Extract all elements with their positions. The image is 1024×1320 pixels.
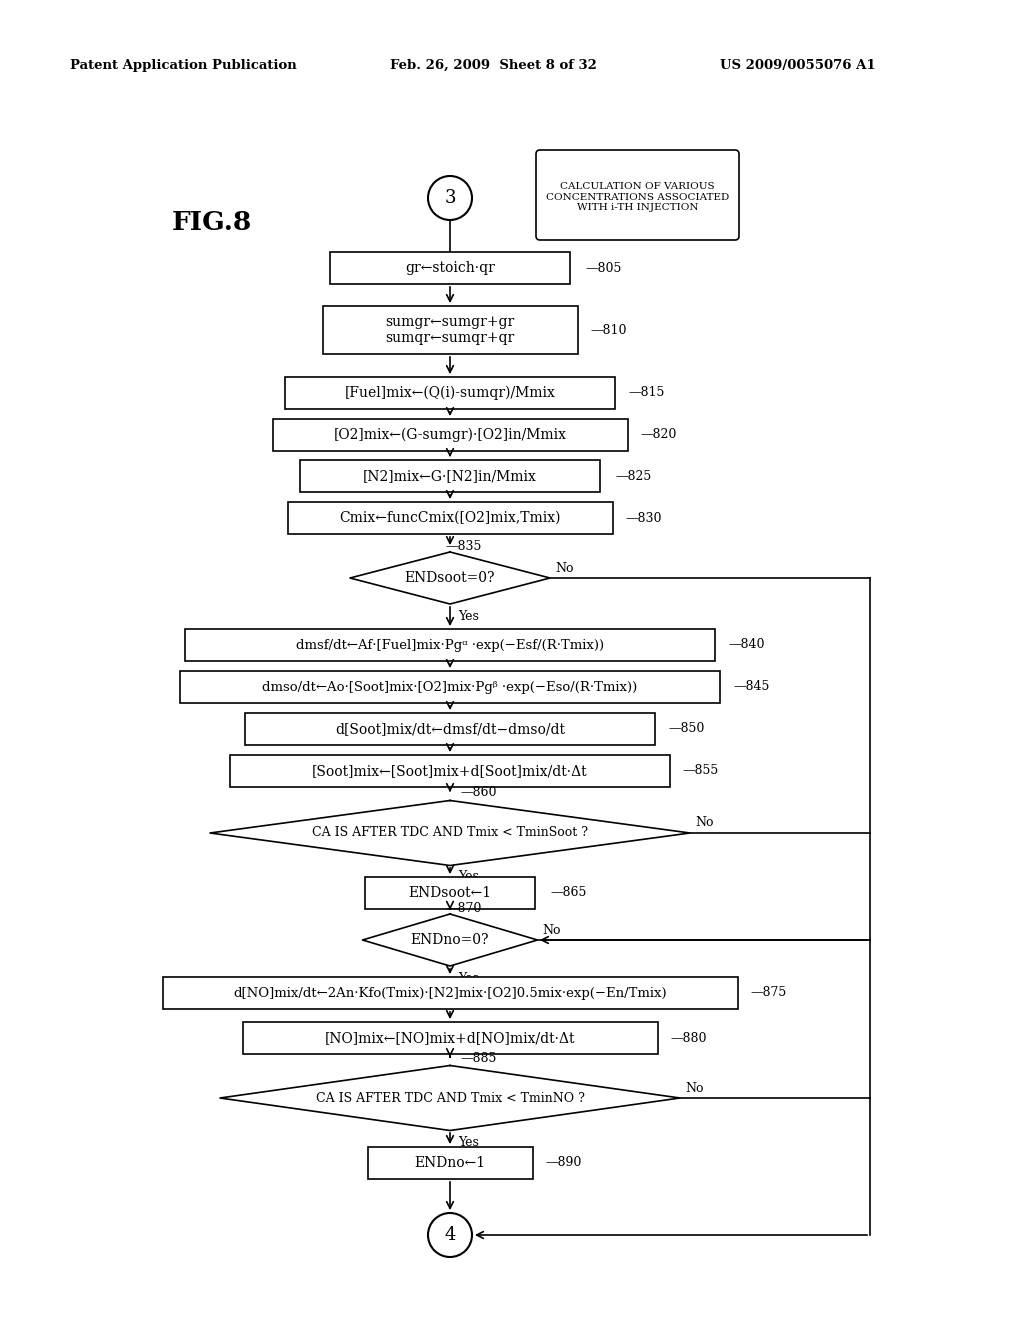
Text: ENDno=0?: ENDno=0? [411, 933, 489, 946]
Bar [368, 1147, 532, 1179]
Text: —860: —860 [460, 787, 497, 800]
Text: Yes: Yes [458, 1135, 479, 1148]
Text: d[Soot]mix/dt←dmsf/dt−dmso/dt: d[Soot]mix/dt←dmsf/dt−dmso/dt [335, 722, 565, 737]
Text: FIG.8: FIG.8 [172, 210, 252, 235]
Text: —850: —850 [668, 722, 705, 735]
Text: Cmix←funcCmix([O2]mix,Tmix): Cmix←funcCmix([O2]mix,Tmix) [339, 511, 561, 525]
Text: —845: —845 [733, 681, 769, 693]
Text: ENDno←1: ENDno←1 [415, 1156, 485, 1170]
Text: —835: —835 [445, 540, 481, 553]
Text: CA IS AFTER TDC AND Tmix < TminSoot ?: CA IS AFTER TDC AND Tmix < TminSoot ? [312, 826, 588, 840]
Bar [288, 502, 612, 535]
Bar [285, 378, 615, 409]
Circle shape [428, 176, 472, 220]
Text: Patent Application Publication: Patent Application Publication [70, 58, 297, 71]
Bar [180, 671, 720, 704]
Text: US 2009/0055076 A1: US 2009/0055076 A1 [720, 58, 876, 71]
Text: dmso/dt←Ao·[Soot]mix·[O2]mix·Pgᵝ ·exp(−Eso/(R·Tmix)): dmso/dt←Ao·[Soot]mix·[O2]mix·Pgᵝ ·exp(−E… [262, 681, 638, 693]
Text: —830: —830 [625, 511, 662, 524]
Text: —815: —815 [628, 387, 665, 400]
Text: sumgr←sumgr+gr
sumqr←sumqr+qr: sumgr←sumgr+gr sumqr←sumqr+qr [385, 315, 515, 345]
Text: ENDsoot=0?: ENDsoot=0? [404, 572, 496, 585]
Text: —865: —865 [550, 887, 587, 899]
Text: Yes: Yes [458, 870, 479, 883]
Text: —805: —805 [585, 261, 622, 275]
Bar [230, 755, 670, 787]
Text: No: No [542, 924, 560, 936]
Bar [163, 977, 737, 1008]
Polygon shape [220, 1065, 680, 1130]
Text: No: No [695, 817, 714, 829]
Bar [323, 306, 578, 354]
Polygon shape [350, 552, 550, 605]
Text: —880: —880 [670, 1031, 707, 1044]
Bar [330, 252, 570, 284]
Text: 4: 4 [444, 1226, 456, 1243]
Bar [185, 630, 715, 661]
Circle shape [428, 1213, 472, 1257]
Text: No: No [685, 1081, 703, 1094]
Text: d[NO]mix/dt←2An·Kfo(Tmix)·[N2]mix·[O2]0.5mix·exp(−En/Tmix): d[NO]mix/dt←2An·Kfo(Tmix)·[N2]mix·[O2]0.… [233, 986, 667, 999]
FancyBboxPatch shape [536, 150, 739, 240]
Bar [243, 1022, 657, 1053]
Text: [N2]mix←G·[N2]in/Mmix: [N2]mix←G·[N2]in/Mmix [364, 469, 537, 483]
Text: —840: —840 [728, 639, 765, 652]
Text: —825: —825 [615, 470, 651, 483]
Text: —870: —870 [445, 902, 481, 915]
Text: [Fuel]mix←(Q(i)-sumqr)/Mmix: [Fuel]mix←(Q(i)-sumqr)/Mmix [344, 385, 555, 400]
Text: [NO]mix←[NO]mix+d[NO]mix/dt·Δt: [NO]mix←[NO]mix+d[NO]mix/dt·Δt [325, 1031, 575, 1045]
Text: No: No [555, 561, 573, 574]
Text: —890: —890 [545, 1156, 582, 1170]
Text: dmsf/dt←Af·[Fuel]mix·Pgᵅ ·exp(−Esf/(R·Tmix)): dmsf/dt←Af·[Fuel]mix·Pgᵅ ·exp(−Esf/(R·Tm… [296, 639, 604, 652]
Text: —885: —885 [460, 1052, 497, 1064]
Text: ENDsoot←1: ENDsoot←1 [409, 886, 492, 900]
Text: [Soot]mix←[Soot]mix+d[Soot]mix/dt·Δt: [Soot]mix←[Soot]mix+d[Soot]mix/dt·Δt [312, 764, 588, 777]
Text: —810: —810 [590, 323, 627, 337]
Polygon shape [362, 913, 538, 966]
Text: 3: 3 [444, 189, 456, 207]
Text: —855: —855 [682, 764, 718, 777]
Text: CALCULATION OF VARIOUS
CONCENTRATIONS ASSOCIATED
WITH i-TH INJECTION: CALCULATION OF VARIOUS CONCENTRATIONS AS… [546, 182, 729, 213]
Text: Yes: Yes [458, 610, 479, 623]
Text: Yes: Yes [458, 972, 479, 985]
Text: —875: —875 [750, 986, 786, 999]
Text: [O2]mix←(G-sumgr)·[O2]in/Mmix: [O2]mix←(G-sumgr)·[O2]in/Mmix [334, 428, 566, 442]
Text: Feb. 26, 2009  Sheet 8 of 32: Feb. 26, 2009 Sheet 8 of 32 [390, 58, 597, 71]
Bar [365, 876, 535, 909]
Text: gr←stoich·qr: gr←stoich·qr [406, 261, 495, 275]
Bar [272, 418, 628, 451]
Text: CA IS AFTER TDC AND Tmix < TminNO ?: CA IS AFTER TDC AND Tmix < TminNO ? [315, 1092, 585, 1105]
Polygon shape [210, 800, 690, 866]
Text: —820: —820 [640, 429, 677, 441]
Bar [300, 459, 600, 492]
Bar [245, 713, 655, 744]
